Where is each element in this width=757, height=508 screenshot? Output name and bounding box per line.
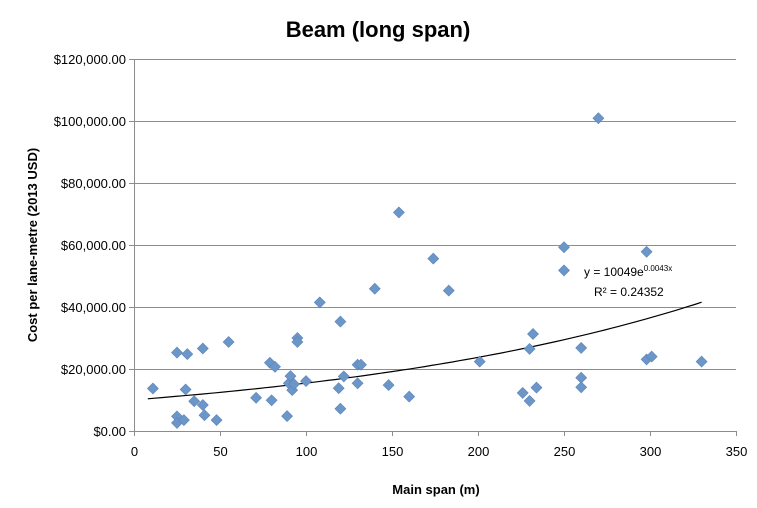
y-tick-label: $0.00 — [93, 424, 126, 439]
data-point — [291, 336, 304, 348]
data-point — [334, 315, 347, 328]
data-points — [146, 112, 708, 429]
data-point — [284, 370, 297, 383]
data-point — [473, 355, 486, 368]
data-point — [530, 381, 543, 394]
y-tick-label: $60,000.00 — [61, 238, 126, 253]
axes — [129, 59, 737, 436]
data-point — [527, 328, 539, 340]
trendline-equation: y = 10049e0.0043x — [584, 264, 672, 279]
data-point — [355, 358, 367, 371]
data-point — [442, 284, 455, 297]
chart-title: Beam (long span) — [286, 17, 471, 42]
data-point — [171, 346, 183, 359]
data-point — [269, 360, 281, 373]
data-point — [516, 386, 529, 399]
data-point — [382, 379, 395, 392]
data-point — [198, 409, 211, 422]
data-point — [250, 391, 263, 404]
trendline — [147, 301, 702, 400]
y-tick-label: $120,000.00 — [54, 52, 126, 67]
x-axis-title: Main span (m) — [392, 482, 479, 497]
y-tick-label: $20,000.00 — [61, 362, 126, 377]
data-point — [351, 377, 364, 390]
x-tick-label: 0 — [131, 444, 138, 459]
y-axis-title: Cost per lane-metre (2013 USD) — [25, 148, 40, 342]
data-point — [427, 252, 440, 265]
trendline-layer — [147, 301, 702, 400]
y-tick-label: $100,000.00 — [54, 114, 126, 129]
gridlines — [134, 59, 736, 370]
x-tick-label: 250 — [554, 444, 576, 459]
x-tick-label: 200 — [468, 444, 490, 459]
y-tick-label: $40,000.00 — [61, 300, 126, 315]
data-point — [337, 370, 350, 383]
data-point — [695, 355, 708, 368]
data-point — [313, 296, 326, 309]
data-point — [640, 245, 653, 258]
x-tick-label: 150 — [382, 444, 404, 459]
data-point — [403, 390, 416, 403]
y-tick-labels: $0.00 $20,000.00 $40,000.00 $60,000.00 $80,0… — [54, 52, 126, 439]
trendline-r-squared: R² = 0.24352 — [594, 285, 664, 299]
x-tick-label: 300 — [640, 444, 662, 459]
data-point — [210, 414, 223, 427]
y-tick-label: $80,000.00 — [61, 176, 126, 191]
data-point — [146, 382, 159, 395]
x-tick-label: 50 — [213, 444, 227, 459]
x-tick-label: 100 — [296, 444, 318, 459]
data-point — [188, 395, 201, 408]
data-point — [392, 206, 405, 219]
data-point — [196, 399, 209, 411]
data-point — [281, 410, 294, 423]
data-point — [645, 350, 658, 363]
data-point — [332, 382, 345, 395]
data-point — [592, 112, 605, 125]
data-point — [558, 241, 570, 254]
data-point — [265, 394, 278, 407]
data-point — [222, 336, 235, 348]
data-point — [575, 341, 588, 354]
data-point — [179, 383, 192, 396]
x-tick-label: 350 — [726, 444, 748, 459]
data-point — [196, 342, 209, 355]
data-point — [334, 402, 347, 415]
data-point — [558, 264, 570, 277]
data-point — [523, 394, 536, 407]
x-tick-labels: 0 50 100 150 200 250 300 350 — [131, 444, 747, 459]
data-point — [523, 342, 536, 355]
data-point — [368, 282, 381, 295]
data-point — [181, 348, 194, 361]
data-point — [288, 378, 300, 391]
data-point — [177, 414, 190, 427]
data-point — [300, 375, 312, 388]
data-point — [575, 381, 588, 394]
